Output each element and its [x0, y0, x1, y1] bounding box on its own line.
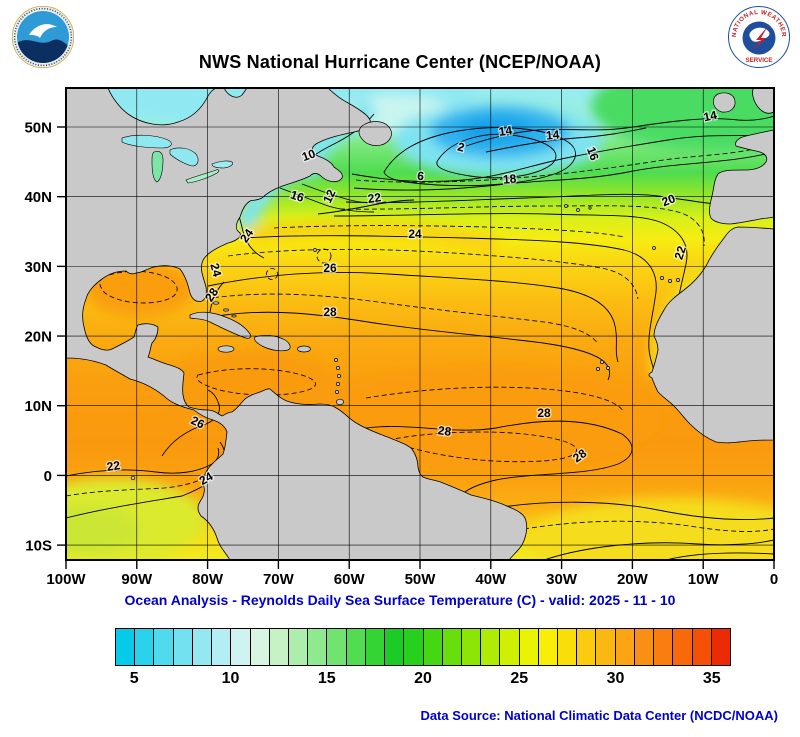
svg-text:SERVICE: SERVICE: [745, 57, 772, 64]
y-axis-label: 20N: [24, 329, 52, 346]
x-axis-label: 50W: [405, 571, 437, 588]
colorbar-cell: [345, 629, 365, 665]
colorbar-cell: [249, 629, 269, 665]
colorbar-cell: [403, 629, 423, 665]
colorbar-tick-label: 15: [317, 670, 336, 687]
colorbar: [115, 628, 731, 666]
contour-label: 22: [367, 190, 382, 206]
colorbar-cell: [422, 629, 442, 665]
x-axis-label: 100W: [46, 571, 86, 588]
x-axis-label: 20W: [617, 571, 649, 588]
colorbar-cell: [672, 629, 692, 665]
colorbar-cell: [480, 629, 500, 665]
colorbar-cell: [576, 629, 596, 665]
contour-label: 28: [537, 406, 551, 420]
great-lakes: [121, 134, 233, 184]
y-axis-label: 30N: [24, 259, 52, 276]
x-axis-label: 80W: [192, 571, 224, 588]
colorbar-cell: [691, 629, 711, 665]
colorbar-cell: [268, 629, 288, 665]
sst-shading: [66, 88, 774, 560]
contour-label: 24: [408, 227, 422, 241]
x-axis-label: 40W: [475, 571, 507, 588]
colorbar-cell: [134, 629, 154, 665]
landmass-americas: [66, 88, 680, 560]
contour-label: 28: [323, 305, 337, 319]
colorbar-tick-label: 10: [221, 670, 240, 687]
page-title: NWS National Hurricane Center (NCEP/NOAA…: [198, 52, 602, 72]
y-axis-label: 40N: [24, 189, 52, 206]
contour-label: 22: [671, 244, 689, 261]
data-source: Data Source: National Climatic Data Cent…: [420, 708, 778, 723]
x-axis-label: 30W: [546, 571, 578, 588]
colorbar-cell: [230, 629, 250, 665]
y-axis-label: 10N: [24, 398, 52, 415]
colorbar-cell: [211, 629, 231, 665]
colorbar-cell: [633, 629, 654, 665]
colorbar-cell: [153, 629, 173, 665]
colorbar-cell: [287, 629, 308, 665]
contour-label: 10: [300, 146, 318, 164]
contour-label: 16: [584, 145, 602, 163]
x-axis-label: 60W: [334, 571, 366, 588]
x-axis-label: 0: [770, 571, 778, 588]
contour-label: 18: [502, 171, 517, 186]
colorbar-cell: [595, 629, 615, 665]
colorbar-cell: [364, 629, 385, 665]
contour-label: 22: [106, 458, 121, 474]
contour-label: 14: [498, 123, 513, 139]
y-axis-label: 0: [44, 468, 52, 485]
colorbar-cell: [653, 629, 673, 665]
colorbar-tick-labels: 5 10 15 20 25 30 35: [115, 670, 731, 692]
colorbar-cell: [172, 629, 192, 665]
colorbar-tick-label: 25: [510, 670, 529, 687]
contour-label: 14: [545, 127, 560, 142]
graticule: [66, 88, 774, 560]
y-axis-label: 50N: [24, 120, 52, 137]
colorbar-cell: [499, 629, 519, 665]
y-axis-label: 10S: [25, 538, 52, 555]
contour-label: 28: [437, 423, 452, 439]
x-axis-label: 70W: [263, 571, 295, 588]
contour-label: 24: [207, 262, 224, 279]
colorbar-tick-label: 35: [702, 670, 721, 687]
x-axis-label: 90W: [121, 571, 153, 588]
sst-map: 10 2 6 14 14 14 16 18 16 12 22 20 24 24 22 24 26 28 28 26 28…: [24, 87, 778, 588]
x-axis-label: 10W: [688, 571, 720, 588]
nws-logo: NATIONAL WEATHER SERVICE: [728, 6, 790, 68]
colorbar-cell: [460, 629, 481, 665]
map-caption: Ocean Analysis - Reynolds Daily Sea Surf…: [124, 592, 676, 608]
landmass-europe-africa: [648, 88, 774, 444]
axes: 50N 40N 30N 20N 10N 0 10S 100W 90W 80W 70W 60W 50W 40…: [24, 120, 778, 589]
colorbar-cell: [326, 629, 346, 665]
colorbar-cell: [441, 629, 461, 665]
colorbar-tick-label: 30: [606, 670, 625, 687]
colorbar-cell: [191, 629, 212, 665]
colorbar-tick-label: 20: [414, 670, 432, 687]
colorbar-cell: [116, 629, 135, 665]
contour-label: 6: [416, 169, 425, 184]
noaa-logo: [11, 5, 75, 69]
colorbar-cell: [710, 629, 730, 665]
colorbar-cell: [518, 629, 538, 665]
contour-label: 26: [323, 261, 337, 275]
colorbar-cell: [307, 629, 327, 665]
colorbar-cell: [537, 629, 558, 665]
noaa-emblem-icon: [11, 5, 75, 69]
contour-label: 16: [289, 187, 306, 205]
colorbar-tick-label: 5: [129, 670, 139, 687]
contour-label: 14: [702, 108, 718, 125]
colorbar-cell: [614, 629, 634, 665]
colorbar-cell: [557, 629, 577, 665]
colorbar-cell: [384, 629, 404, 665]
nws-emblem-icon: NATIONAL WEATHER SERVICE: [728, 6, 790, 68]
